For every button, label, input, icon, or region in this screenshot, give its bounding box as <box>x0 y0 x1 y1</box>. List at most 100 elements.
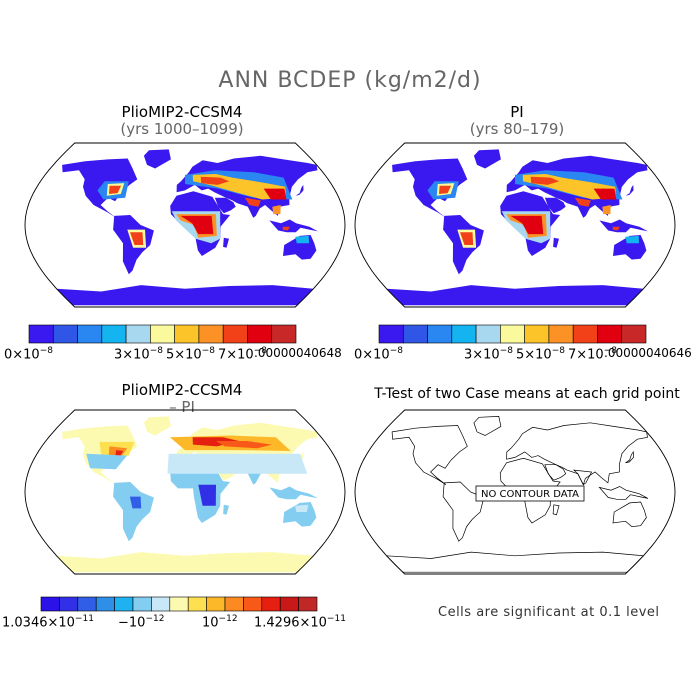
colorbar-3-swatch <box>95 596 115 612</box>
difference-region <box>86 453 127 470</box>
map-outline <box>24 142 346 308</box>
cb1-label-4: .00000040648 <box>254 346 342 360</box>
map-panel-3 <box>24 409 346 575</box>
coast-namerica <box>391 425 468 485</box>
panel3-title: PlioMIP2-CCSM4 <box>121 381 243 399</box>
colorbar-3-swatch <box>132 596 152 612</box>
cb1-label-0: 0×10−8 <box>4 346 53 363</box>
figure-title: ANN BCDEP (kg/m2/d) <box>218 68 482 93</box>
land-samerica <box>113 482 154 542</box>
deposition-region <box>625 235 639 244</box>
colorbar-3-swatch <box>187 596 207 612</box>
colorbar-3-swatch <box>261 596 281 612</box>
map-3-group <box>56 416 318 573</box>
colorbar-1-swatch <box>52 324 78 344</box>
land-antarctica <box>386 285 644 306</box>
land-australia <box>283 502 317 527</box>
land-antarctica <box>56 552 314 573</box>
colorbar-1-swatch <box>222 324 248 344</box>
cb2-label-2: 5×10−8 <box>516 346 565 363</box>
colorbar-3-swatch <box>169 596 189 612</box>
map-2-group <box>386 149 648 306</box>
colorbar-2-swatch <box>597 324 623 344</box>
deposition-region <box>109 185 122 194</box>
difference-region <box>115 450 124 456</box>
coast-antarctica <box>385 551 645 573</box>
cb1-label-2: 5×10−8 <box>166 346 215 363</box>
difference-region <box>192 437 240 447</box>
colorbar-3-swatch <box>243 596 263 612</box>
map-panel-4: NO CONTOUR DATA <box>354 409 676 575</box>
deposition-region <box>574 197 591 207</box>
coast-samerica <box>442 481 485 542</box>
map-1-group <box>56 149 318 306</box>
panel1-subtitle: (yrs 1000–1099) <box>120 120 244 138</box>
land-arabia <box>214 197 236 214</box>
coast-india <box>572 469 593 486</box>
colorbar-1-swatch <box>77 324 103 344</box>
land-antarctica <box>56 285 314 306</box>
colorbar-1-swatch <box>174 324 200 344</box>
colorbar-3-swatch <box>224 596 244 612</box>
colorbar-2-swatch <box>621 324 647 344</box>
difference-region <box>129 496 142 509</box>
land-india <box>243 203 262 218</box>
map-panel-2 <box>354 142 676 308</box>
deposition-region <box>200 176 230 185</box>
colorbar-2-swatch <box>500 324 525 344</box>
colorbar-1-swatch <box>125 324 151 344</box>
deposition-region <box>602 205 611 215</box>
cb1-label-1: 3×10−8 <box>114 346 163 363</box>
colorbar-1-swatch <box>28 324 54 344</box>
colorbar-3-swatch <box>77 596 97 612</box>
difference-region <box>198 484 216 506</box>
land-arabia <box>544 197 566 214</box>
colorbar-2-swatch <box>475 324 501 344</box>
deposition-region <box>244 197 261 207</box>
colorbar-1-swatch <box>198 324 224 344</box>
deposition-region <box>593 188 617 200</box>
colorbar-3 <box>40 596 318 612</box>
colorbar-3-swatch <box>206 596 226 612</box>
panel2-subtitle: (yrs 80–179) <box>469 120 565 138</box>
land-japan <box>625 184 634 196</box>
deposition-region <box>272 205 281 215</box>
land-japan <box>295 451 304 463</box>
colorbar-2-swatch <box>402 324 428 344</box>
coast-australia <box>612 501 647 527</box>
no-contour-box <box>475 485 585 502</box>
no-contour-label: NO CONTOUR DATA <box>481 489 579 500</box>
colorbar-2-swatch <box>451 324 477 344</box>
deposition-region <box>530 176 560 185</box>
deposition-region <box>130 232 144 245</box>
cb3-label-2: 10−12 <box>202 614 238 631</box>
coast-greenland <box>473 416 502 436</box>
cb2-label-4: .00000040646 <box>604 346 692 360</box>
cb2-label-0: 0×10−8 <box>354 346 403 363</box>
colorbar-2 <box>378 324 647 344</box>
map-panel-1 <box>24 142 346 308</box>
colorbar-2-swatch <box>427 324 453 344</box>
colorbar-3-swatch <box>279 596 299 612</box>
map-outline <box>354 409 676 575</box>
land-indonesia <box>269 219 318 233</box>
colorbar-2-swatch <box>524 324 550 344</box>
land-indonesia <box>269 486 318 500</box>
land-greenland <box>473 149 501 169</box>
colorbar-2-swatch <box>572 324 598 344</box>
difference-region <box>167 453 308 474</box>
colorbar-1-swatch <box>101 324 127 344</box>
deposition-region <box>282 226 290 231</box>
ttest-footnote: Cells are significant at 0.1 level <box>438 605 660 620</box>
cb1-label-3: 7×10−8 <box>218 346 267 363</box>
land-madagascar <box>553 237 559 248</box>
cb3-label-3: 1.4296×10−11 <box>254 614 346 631</box>
land-indonesia <box>599 219 648 233</box>
colorbar-3-swatch <box>40 596 60 612</box>
colorbar-1 <box>28 324 297 344</box>
land-india <box>573 203 592 218</box>
colorbar-1-swatch <box>150 324 175 344</box>
land-greenland <box>143 416 171 436</box>
cb2-label-1: 3×10−8 <box>464 346 513 363</box>
panel4-title: T-Test of two Case means at each grid po… <box>374 386 680 402</box>
